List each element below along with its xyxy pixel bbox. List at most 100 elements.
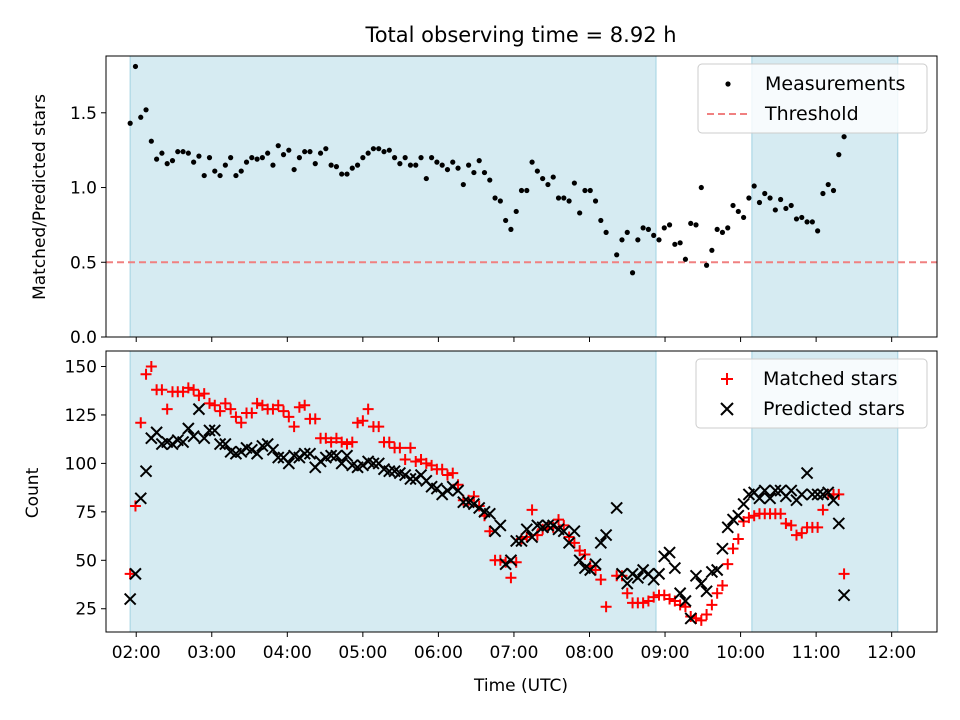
measurement-point [513,208,519,215]
measurement-point [201,172,207,179]
predicted-star-point [282,457,296,470]
predicted-star-point [557,525,571,538]
predicted-star-point [599,528,613,542]
measurement-point [735,208,741,215]
measurement-point [762,190,768,197]
matched-star-point [309,413,321,425]
measurement-point [836,152,842,158]
matched-star-point [790,529,802,541]
predicted-star-point [811,488,824,501]
measurement-point [571,180,577,186]
predicted-star-point [340,449,354,462]
measurement-point [651,232,657,238]
matched-star-point [246,407,258,419]
measurement-point [312,161,318,167]
measurement-point [577,210,583,216]
matched-star-point [272,399,284,411]
measurement-point [439,162,445,168]
matched-star-point [722,558,734,570]
measurement-point [497,198,503,204]
legend-predicted-label: Predicted stars [763,398,905,420]
ylabel-ratio: Matched/Predicted stars [30,94,50,300]
measurement-point [561,195,567,201]
measurement-point [159,150,165,156]
predicted-star-point [684,612,697,625]
measurement-point [682,256,689,262]
matched-star-point [346,436,358,448]
measurement-point [349,165,355,171]
predicted-star-point [573,554,586,567]
measurement-point [302,149,308,155]
measurement-point [656,237,662,243]
measurement-point [693,222,699,228]
axes-frame [105,55,938,338]
measurement-point [397,161,403,167]
measurement-point [191,159,197,165]
legend-measurements-label: Measurements [765,73,905,95]
predicted-star-point [324,449,338,462]
matched-star-point [817,504,829,516]
measurement-point [545,181,551,188]
matched-star-point [283,411,295,423]
measurement-point [212,168,218,174]
measurement-point [407,162,414,168]
measurement-point [249,155,255,161]
matched-star-point [595,574,607,586]
x-tick-label: 11:00 [792,643,841,663]
x-tick-label: 06:00 [414,643,463,663]
predicted-star-point [610,501,623,515]
measurement-point [524,187,530,194]
measurement-point [259,155,265,161]
predicted-star-point [837,588,851,602]
matched-star-point [447,467,459,479]
legend-predicted-marker [720,402,734,416]
matched-star-point [526,504,538,516]
predicted-star-point [732,509,745,522]
matched-star-point [420,457,432,469]
matched-star-point [579,548,591,560]
measurement-point [492,195,498,201]
predicted-star-point [272,451,285,464]
measurement-point [624,229,630,235]
measurement-point [217,172,223,179]
measurement-point [391,155,398,161]
measurement-point [132,63,139,70]
measurement-point [386,147,392,153]
matched-star-point [193,390,205,402]
matched-star-point [748,510,760,522]
predicted-star-point [367,457,380,470]
legend-bottom: Matched stars Predicted stars [695,358,928,429]
measurement-point [450,159,456,165]
predicted-star-point [483,507,496,520]
predicted-star-point [822,486,835,499]
x-tick-label: 02:00 [112,643,161,663]
predicted-star-point [710,563,724,577]
predicted-star-point [700,585,713,598]
matched-star-point [278,405,290,417]
legend-matched-label: Matched stars [763,368,897,390]
matched-star-point [293,401,305,413]
measurement-point [354,162,361,168]
matched-star-point [373,421,385,433]
measurement-point [365,150,371,156]
measurement-point [286,147,292,153]
predicted-star-point [134,492,147,505]
matched-star-point [621,587,633,599]
predicted-star-point [182,422,195,435]
predicted-star-point [457,495,470,509]
measurement-point [778,196,784,203]
measurement-point [830,187,837,194]
measurement-point [725,225,731,231]
measurement-point [820,190,826,197]
matched-star-point [383,436,395,448]
matched-star-point [203,397,215,409]
measurement-point [317,150,324,156]
y-tick-label: 150 [65,358,97,378]
measurement-point [460,181,466,188]
y-tick-label: 100 [65,454,97,474]
x-tick-label: 09:00 [641,643,690,663]
matched-star-point [743,512,755,524]
y-tick-label: 0.0 [70,328,97,348]
measurement-point [587,187,593,194]
